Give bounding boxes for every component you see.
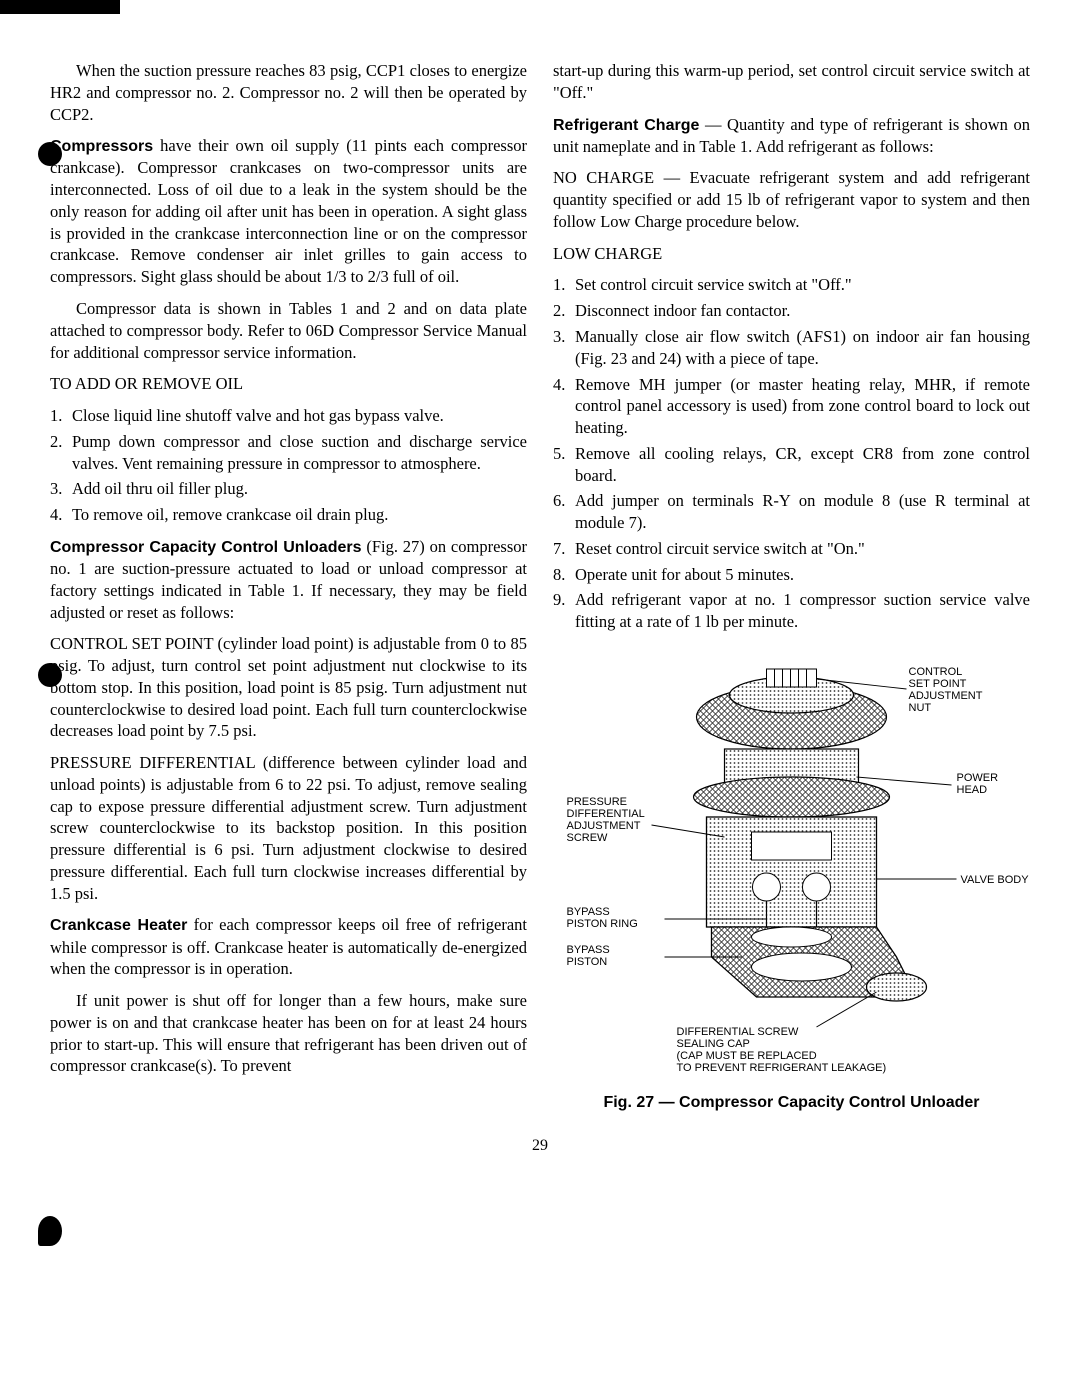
list-txt: Disconnect indoor fan contactor. bbox=[575, 300, 1030, 322]
list-item: 1.Close liquid line shutoff valve and ho… bbox=[50, 405, 527, 427]
list-txt: Remove MH jumper (or master heating rela… bbox=[575, 374, 1030, 439]
margin-bullet-3 bbox=[38, 1216, 62, 1246]
left-p2-body: have their own oil supply (11 pints each… bbox=[50, 136, 527, 286]
low-charge-heading: LOW CHARGE bbox=[553, 243, 1030, 265]
list-num: 6. bbox=[553, 490, 575, 534]
list-num: 3. bbox=[553, 326, 575, 370]
figure-caption: Fig. 27 — Compressor Capacity Control Un… bbox=[553, 1092, 1030, 1113]
margin-bullet-1 bbox=[38, 142, 62, 166]
list-num: 2. bbox=[50, 431, 72, 475]
page-number: 29 bbox=[50, 1137, 1030, 1155]
right-p1: start-up during this warm-up period, set… bbox=[553, 60, 1030, 104]
to-add-remove-heading: TO ADD OR REMOVE OIL bbox=[50, 373, 527, 395]
left-column: When the suction pressure reaches 83 psi… bbox=[50, 60, 527, 1113]
list-item: 6.Add jumper on terminals R-Y on module … bbox=[553, 490, 1030, 534]
list-num: 9. bbox=[553, 589, 575, 633]
list-num: 8. bbox=[553, 564, 575, 586]
list-txt: Reset control circuit service switch at … bbox=[575, 538, 1030, 560]
list-item: 2.Pump down compressor and close suction… bbox=[50, 431, 527, 475]
list-num: 4. bbox=[50, 504, 72, 526]
list-num: 1. bbox=[50, 405, 72, 427]
list-txt: Close liquid line shutoff valve and hot … bbox=[72, 405, 527, 427]
left-p1: When the suction pressure reaches 83 psi… bbox=[50, 60, 527, 125]
body-columns: When the suction pressure reaches 83 psi… bbox=[50, 60, 1030, 1113]
mid-block-shape bbox=[694, 749, 890, 817]
margin-bullet-2 bbox=[38, 663, 62, 687]
oil-procedure-list: 1.Close liquid line shutoff valve and ho… bbox=[50, 405, 527, 526]
list-item: 7.Reset control circuit service switch a… bbox=[553, 538, 1030, 560]
label-diff-screw: DIFFERENTIAL SCREWSEALING CAP(CAP MUST B… bbox=[677, 1026, 887, 1074]
label-control-set: CONTROLSET POINTADJUSTMENTNUT bbox=[909, 666, 983, 714]
list-txt: Add refrigerant vapor at no. 1 compresso… bbox=[575, 589, 1030, 633]
left-p5: CONTROL SET POINT (cylinder load point) … bbox=[50, 633, 527, 742]
label-bypass-ring: BYPASSPISTON RING bbox=[567, 906, 638, 930]
list-item: 3.Manually close air flow switch (AFS1) … bbox=[553, 326, 1030, 370]
label-power-head: POWERHEAD bbox=[957, 772, 999, 796]
label-bypass-piston: BYPASSPISTON bbox=[567, 944, 610, 968]
right-column: start-up during this warm-up period, set… bbox=[553, 60, 1030, 1113]
refrigerant-lead: Refrigerant Charge bbox=[553, 117, 699, 134]
list-item: 3.Add oil thru oil filler plug. bbox=[50, 478, 527, 500]
left-p8: If unit power is shut off for longer tha… bbox=[50, 990, 527, 1077]
right-p3: NO CHARGE — Evacuate refrigerant system … bbox=[553, 167, 1030, 232]
list-item: 2.Disconnect indoor fan contactor. bbox=[553, 300, 1030, 322]
power-head-shape bbox=[697, 669, 887, 749]
valve-body-shape bbox=[707, 817, 877, 932]
list-num: 1. bbox=[553, 274, 575, 296]
label-valve-body: VALVE BODY bbox=[961, 874, 1030, 886]
crankcase-lead: Crankcase Heater bbox=[50, 917, 187, 934]
right-p2: Refrigerant Charge — Quantity and type o… bbox=[553, 114, 1030, 158]
figure-27: CONTROLSET POINTADJUSTMENTNUT POWERHEAD … bbox=[553, 657, 1030, 1113]
leader-line bbox=[857, 777, 952, 785]
list-item: 8.Operate unit for about 5 minutes. bbox=[553, 564, 1030, 586]
compressors-lead: Compressors bbox=[50, 138, 153, 155]
list-num: 2. bbox=[553, 300, 575, 322]
list-txt: To remove oil, remove crankcase oil drai… bbox=[72, 504, 527, 526]
list-txt: Add oil thru oil filler plug. bbox=[72, 478, 527, 500]
left-p4: Compressor Capacity Control Unloaders (F… bbox=[50, 536, 527, 623]
left-p7: Crankcase Heater for each compressor kee… bbox=[50, 914, 527, 980]
unloaders-lead: Compressor Capacity Control Unloaders bbox=[50, 539, 362, 556]
unloader-diagram: CONTROLSET POINTADJUSTMENTNUT POWERHEAD … bbox=[553, 657, 1030, 1077]
list-item: 4.Remove MH jumper (or master heating re… bbox=[553, 374, 1030, 439]
left-p2: Compressors have their own oil supply (1… bbox=[50, 135, 527, 288]
list-num: 5. bbox=[553, 443, 575, 487]
left-p3: Compressor data is shown in Tables 1 and… bbox=[50, 298, 527, 363]
list-txt: Manually close air flow switch (AFS1) on… bbox=[575, 326, 1030, 370]
list-txt: Pump down compressor and close suction a… bbox=[72, 431, 527, 475]
low-charge-list: 1.Set control circuit service switch at … bbox=[553, 274, 1030, 632]
list-num: 3. bbox=[50, 478, 72, 500]
page-top-mark bbox=[0, 0, 120, 14]
list-txt: Set control circuit service switch at "O… bbox=[575, 274, 1030, 296]
list-txt: Remove all cooling relays, CR, except CR… bbox=[575, 443, 1030, 487]
list-num: 4. bbox=[553, 374, 575, 439]
left-p6: PRESSURE DIFFERENTIAL (difference betwee… bbox=[50, 752, 527, 904]
list-txt: Operate unit for about 5 minutes. bbox=[575, 564, 1030, 586]
label-pressure-diff: PRESSUREDIFFERENTIALADJUSTMENTSCREW bbox=[567, 796, 645, 844]
list-num: 7. bbox=[553, 538, 575, 560]
list-item: 1.Set control circuit service switch at … bbox=[553, 274, 1030, 296]
list-item: 9.Add refrigerant vapor at no. 1 compres… bbox=[553, 589, 1030, 633]
list-txt: Add jumper on terminals R-Y on module 8 … bbox=[575, 490, 1030, 534]
list-item: 4.To remove oil, remove crankcase oil dr… bbox=[50, 504, 527, 526]
list-item: 5.Remove all cooling relays, CR, except … bbox=[553, 443, 1030, 487]
